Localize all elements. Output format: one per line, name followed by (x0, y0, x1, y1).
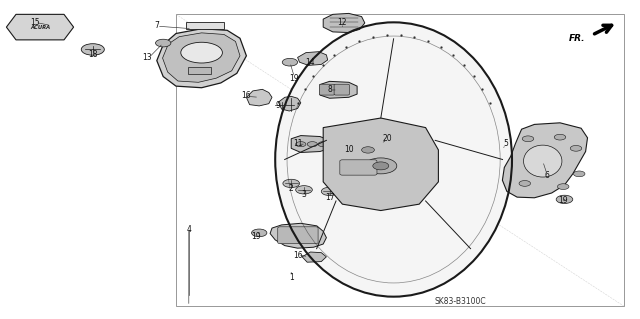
Circle shape (296, 142, 306, 147)
Text: 8: 8 (327, 85, 332, 94)
Text: 18: 18 (88, 50, 97, 59)
Polygon shape (323, 13, 365, 33)
Circle shape (554, 134, 566, 140)
Polygon shape (323, 118, 438, 211)
Text: 14: 14 (305, 58, 316, 67)
Polygon shape (291, 136, 330, 152)
Circle shape (156, 39, 171, 47)
Circle shape (573, 171, 585, 177)
Text: 19: 19 (558, 197, 568, 205)
Text: 1: 1 (289, 273, 294, 282)
Text: 10: 10 (344, 145, 354, 154)
Polygon shape (320, 81, 357, 98)
Polygon shape (270, 223, 326, 248)
Ellipse shape (365, 158, 397, 174)
Polygon shape (278, 96, 301, 111)
Polygon shape (302, 252, 326, 262)
Text: FR.: FR. (569, 34, 586, 43)
Text: 19: 19 (289, 74, 300, 83)
Text: 19: 19 (251, 232, 261, 241)
Polygon shape (334, 136, 370, 155)
Circle shape (296, 186, 312, 194)
Text: 13: 13 (142, 53, 152, 62)
Text: 16: 16 (292, 251, 303, 260)
Text: 16: 16 (241, 91, 252, 100)
FancyBboxPatch shape (334, 84, 349, 95)
Ellipse shape (180, 42, 223, 63)
Circle shape (282, 58, 298, 66)
Text: 12: 12 (338, 18, 347, 27)
Ellipse shape (275, 22, 512, 297)
FancyBboxPatch shape (278, 227, 318, 244)
Polygon shape (246, 89, 272, 106)
Polygon shape (298, 52, 328, 65)
Text: 7: 7 (154, 21, 159, 30)
Polygon shape (502, 123, 588, 198)
Text: 3: 3 (301, 190, 307, 199)
FancyBboxPatch shape (188, 67, 211, 74)
Text: 5: 5 (503, 139, 508, 148)
Circle shape (81, 44, 104, 55)
Polygon shape (6, 14, 74, 40)
Text: 6: 6 (545, 171, 550, 180)
Circle shape (283, 179, 300, 188)
Circle shape (557, 184, 569, 189)
FancyBboxPatch shape (319, 84, 335, 95)
Text: 4: 4 (186, 225, 191, 234)
Polygon shape (186, 22, 224, 29)
Circle shape (570, 145, 582, 151)
Circle shape (362, 147, 374, 153)
Circle shape (556, 195, 573, 204)
Circle shape (321, 187, 338, 196)
Circle shape (307, 142, 317, 147)
Circle shape (522, 136, 534, 142)
Ellipse shape (524, 145, 562, 177)
Text: 9: 9 (276, 101, 281, 110)
Circle shape (318, 142, 328, 147)
Text: 2: 2 (289, 184, 294, 193)
Text: ACURA: ACURA (30, 25, 51, 30)
Polygon shape (157, 29, 246, 88)
Text: SK83-B3100C: SK83-B3100C (435, 297, 486, 306)
Text: 20: 20 (382, 134, 392, 143)
Ellipse shape (372, 162, 388, 170)
Text: 15: 15 (30, 18, 40, 27)
Polygon shape (163, 33, 240, 82)
FancyBboxPatch shape (340, 160, 377, 175)
Circle shape (252, 229, 267, 237)
Circle shape (519, 181, 531, 186)
Text: 11: 11 (293, 139, 302, 148)
Text: 17: 17 (324, 193, 335, 202)
